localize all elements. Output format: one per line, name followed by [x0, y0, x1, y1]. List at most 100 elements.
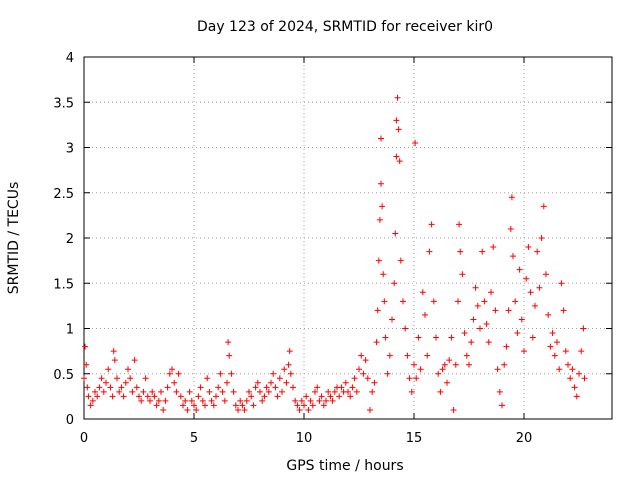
data-point: [545, 311, 552, 318]
y-tick-label: 0: [66, 413, 74, 428]
data-point: [382, 334, 389, 341]
y-tick-label: 2.5: [53, 187, 74, 202]
data-point: [527, 289, 534, 296]
data-point: [237, 397, 244, 404]
data-point: [169, 366, 175, 373]
data-point: [441, 361, 448, 368]
data-point: [375, 257, 382, 264]
data-point: [501, 361, 508, 368]
data-point: [534, 248, 541, 255]
chart-title: Day 123 of 2024, SRMTID for receiver kir…: [197, 19, 493, 35]
data-point: [92, 388, 98, 395]
data-point: [215, 384, 222, 391]
y-tick-label: 2: [66, 232, 74, 247]
data-point: [327, 393, 334, 400]
data-point: [276, 375, 283, 382]
data-point: [105, 366, 112, 373]
data-point: [549, 330, 556, 337]
data-point: [459, 271, 466, 278]
data-point: [232, 402, 239, 409]
data-point: [111, 357, 118, 364]
data-point: [488, 289, 494, 296]
data-point: [329, 397, 336, 404]
data-point: [404, 352, 411, 359]
data-point: [499, 402, 505, 409]
axis-ticks: 0 5 10 15 20 0 0.5 1 1.5 2 2.5 3 3.5 4: [53, 51, 612, 446]
data-point: [228, 370, 235, 377]
data-point: [208, 397, 215, 404]
data-point: [479, 248, 486, 255]
data-point: [463, 352, 470, 359]
data-point: [301, 402, 307, 409]
data-point: [116, 388, 123, 395]
data-point: [477, 325, 483, 332]
data-point: [444, 379, 450, 386]
data-point: [538, 235, 545, 241]
data-point: [381, 298, 388, 305]
data-point: [437, 388, 444, 395]
data-point: [345, 388, 351, 395]
data-point: [305, 406, 312, 413]
data-point: [384, 370, 391, 377]
data-point: [182, 397, 189, 404]
data-point: [492, 307, 499, 314]
data-point: [371, 379, 378, 386]
data-point: [325, 388, 332, 395]
data-point: [226, 352, 233, 359]
data-point: [393, 117, 400, 124]
data-point: [496, 388, 503, 395]
data-point: [199, 397, 206, 404]
data-point: [378, 180, 384, 187]
data-point: [576, 370, 582, 377]
data-point: [356, 366, 362, 373]
data-point: [153, 402, 160, 409]
data-point: [470, 316, 477, 323]
data-point: [127, 375, 134, 382]
data-point: [195, 393, 202, 400]
data-point: [518, 316, 525, 323]
data-point: [323, 397, 329, 404]
data-point: [376, 216, 383, 223]
y-tick-label: 0.5: [53, 368, 74, 383]
data-point: [316, 397, 323, 404]
y-tick-label: 1: [66, 323, 74, 338]
data-point: [380, 271, 387, 278]
data-point: [439, 366, 446, 373]
data-point: [118, 384, 125, 391]
data-point: [351, 375, 358, 382]
data-point: [261, 393, 268, 400]
data-point: [298, 397, 305, 404]
data-point: [83, 361, 90, 368]
y-axis-title: SRMTID / TECUs: [6, 182, 22, 295]
data-point: [331, 388, 338, 395]
data-point: [85, 393, 92, 400]
x-axis-title: GPS time / hours: [286, 458, 403, 474]
data-point: [217, 370, 224, 377]
data-point: [571, 384, 578, 391]
data-point: [206, 388, 213, 395]
data-point: [452, 361, 459, 368]
data-point: [98, 375, 105, 382]
data-point: [540, 203, 547, 210]
data-point: [285, 361, 292, 368]
data-point: [287, 370, 294, 377]
data-point: [562, 348, 569, 355]
data-point: [166, 370, 173, 377]
data-point: [290, 384, 296, 391]
data-point: [422, 311, 428, 318]
data-point: [173, 388, 180, 395]
data-point: [149, 388, 156, 395]
y-tick-label: 4: [66, 51, 74, 66]
data-point: [180, 402, 186, 409]
data-point: [367, 406, 373, 413]
data-point: [457, 248, 464, 255]
data-point: [378, 135, 384, 142]
data-point: [336, 393, 343, 400]
data-point: [481, 298, 488, 305]
data-point: [309, 402, 316, 409]
x-tick-label: 20: [516, 431, 533, 446]
data-point: [129, 388, 136, 395]
data-point: [96, 384, 103, 391]
data-point: [94, 393, 101, 400]
